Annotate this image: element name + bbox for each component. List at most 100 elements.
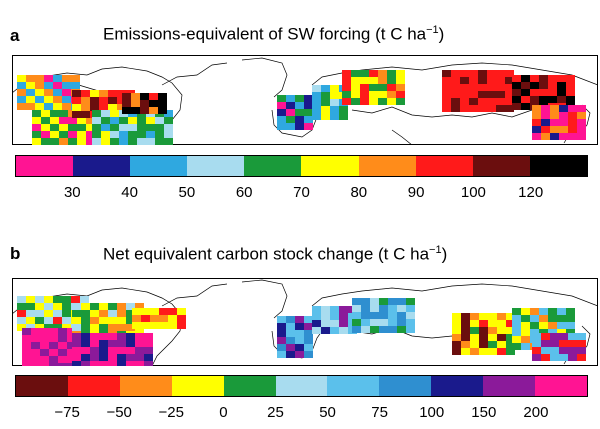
map-a-grid-cell xyxy=(137,124,146,131)
map-b-grid-cell xyxy=(62,324,71,331)
map-b-grid-cell xyxy=(117,340,126,347)
map-b-grid-cell xyxy=(49,335,58,342)
map-b-grid-cell xyxy=(330,313,339,320)
map-b-cells xyxy=(17,296,586,366)
map-a-grid-cell xyxy=(387,91,396,98)
map-b-grid-cell xyxy=(379,319,388,326)
map-a-grid-cell xyxy=(451,105,460,112)
map-a-grid-cell xyxy=(71,82,80,89)
map-b-grid-cell xyxy=(81,310,90,317)
colorbar-b-swatch-9 xyxy=(431,376,484,396)
map-a-grid-cell xyxy=(122,107,131,114)
map-a-grid-cell xyxy=(559,133,568,140)
map-a-grid-cell xyxy=(339,113,348,120)
map-b-grid-cell xyxy=(461,334,470,341)
colorbar-b-tick-label: −25 xyxy=(158,404,184,421)
map-a-grid-cell xyxy=(360,70,369,77)
map-b-grid-cell xyxy=(470,348,479,355)
map-a-grid-cell xyxy=(35,96,44,103)
map-b-grid-cell xyxy=(321,320,330,327)
map-b-grid-cell xyxy=(81,347,90,354)
map-b-grid-cell xyxy=(532,340,541,347)
map-a-grid-cell xyxy=(496,105,505,112)
colorbar-a-tick-label: 90 xyxy=(407,184,425,201)
map-b-grid-cell xyxy=(117,333,126,340)
map-b-grid-cell xyxy=(568,333,577,340)
map-a-grid-cell xyxy=(339,106,348,113)
map-b-grid-cell xyxy=(99,324,108,331)
map-a-grid-cell xyxy=(158,100,167,107)
map-a-grid-cell xyxy=(72,104,81,111)
map-b-grid-cell xyxy=(397,326,406,333)
map-b-grid-cell xyxy=(557,329,566,336)
map-a-grid-cell xyxy=(550,105,559,112)
map-a-grid-cell xyxy=(512,75,521,82)
map-a-grid-cell xyxy=(577,105,586,112)
map-b-grid-cell xyxy=(479,327,488,334)
map-b-grid-cell xyxy=(397,298,406,305)
map-a-grid-cell xyxy=(442,105,451,112)
colorbar-b-swatch-2 xyxy=(67,376,120,396)
map-b-grid-cell xyxy=(144,361,153,366)
map-b-grid-cell xyxy=(168,315,177,322)
map-b-grid-cell xyxy=(361,305,370,312)
colorbar-b-swatch-4 xyxy=(171,376,224,396)
map-a-grid-cell xyxy=(41,117,50,124)
map-b-grid-cell xyxy=(539,322,548,329)
map-a-grid-cell xyxy=(164,117,173,124)
map-a-grid-cell xyxy=(137,131,146,138)
map-b-grid-cell xyxy=(277,323,286,330)
map-a-grid-cell xyxy=(460,77,469,84)
map-b-grid-cell xyxy=(31,335,40,342)
map-a-grid-cell xyxy=(68,124,77,131)
map-a-grid-cell xyxy=(487,105,496,112)
map-b-grid-cell xyxy=(286,337,295,344)
map-b-grid-cell xyxy=(99,317,108,324)
map-a-grid-cell xyxy=(35,103,44,110)
map-b-grid-cell xyxy=(321,313,330,320)
map-a-grid-cell xyxy=(110,110,119,117)
map-b-grid-cell xyxy=(44,303,53,310)
map-b-grid-cell xyxy=(67,328,76,335)
map-a-grid-cell xyxy=(360,84,369,91)
map-a-grid-cell xyxy=(442,77,451,84)
map-a-grid-cell xyxy=(396,98,405,105)
map-b-grid-cell xyxy=(352,326,361,333)
map-a-grid-cell xyxy=(17,75,26,82)
map-b-grid-cell xyxy=(559,354,568,361)
map-b-grid-cell xyxy=(488,341,497,348)
colorbar-a-swatch-1 xyxy=(16,156,74,176)
map-b-grid-cell xyxy=(530,308,539,315)
map-a-grid-cell xyxy=(137,138,146,145)
map-a-grid-cell xyxy=(577,133,586,140)
map-a-grid-cell xyxy=(321,106,330,113)
map-b-grid-cell xyxy=(67,335,76,342)
map-b-grid-cell xyxy=(488,334,497,341)
map-b-grid-cell xyxy=(370,326,379,333)
map-b-grid-cell xyxy=(286,344,295,351)
colorbar-a-tick-label: 70 xyxy=(293,184,310,201)
map-a-grid-cell xyxy=(68,117,77,124)
map-a-grid-cell xyxy=(312,113,321,120)
map-a-grid-cell xyxy=(286,116,295,123)
map-a-grid-cell xyxy=(559,119,568,126)
map-a-grid-cell xyxy=(92,131,101,138)
map-a-grid-cell xyxy=(17,96,26,103)
map-b-grid-cell xyxy=(361,312,370,319)
map-b-grid-cell xyxy=(22,342,31,349)
map-a-grid-cell xyxy=(469,84,478,91)
map-b-grid-cell xyxy=(379,298,388,305)
map-b-grid-cell xyxy=(44,324,53,331)
map-a-grid-cell xyxy=(548,89,557,96)
map-b-grid-cell xyxy=(532,333,541,340)
map-a-grid-cell xyxy=(32,131,41,138)
map-a-grid-cell xyxy=(140,100,149,107)
map-b-grid-cell xyxy=(566,322,575,329)
map-a-grid-cell xyxy=(158,93,167,100)
map-a-grid-cell xyxy=(369,98,378,105)
colorbar-b-swatch-7 xyxy=(327,376,380,396)
map-b-grid-cell xyxy=(330,327,339,334)
map-a-grid-cell xyxy=(101,124,110,131)
map-b-grid-cell xyxy=(72,347,81,354)
map-a-grid-cell xyxy=(81,104,90,111)
